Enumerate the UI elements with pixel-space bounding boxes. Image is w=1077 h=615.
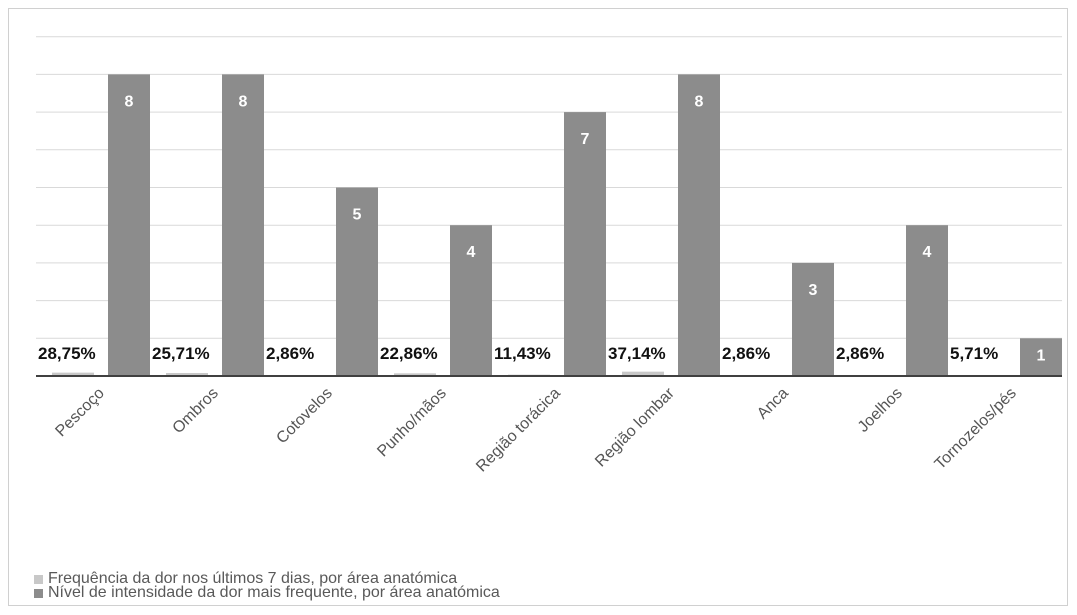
x-tick-label: Ombros xyxy=(170,385,222,437)
data-label-intensity: 4 xyxy=(923,244,932,261)
data-label-intensity: 3 xyxy=(809,282,818,299)
data-label-intensity: 8 xyxy=(695,93,704,110)
data-labels: 28,75% 8 25,71% 8 2,86% 5 22,86% 4 11,43% 7 37,14%… xyxy=(38,93,1046,364)
x-tick-labels: Pescoço Ombros Cotovelos Punho/mãos Região t… xyxy=(52,384,1019,475)
x-tick-label: Punho/mãos xyxy=(374,385,450,461)
data-label-frequency: 5,71% xyxy=(950,344,998,363)
bar-intensity xyxy=(678,74,720,377)
x-tick-label: Região lombar xyxy=(592,384,678,470)
gridlines xyxy=(36,36,1062,339)
data-label-frequency: 25,71% xyxy=(152,344,210,363)
data-label-intensity: 8 xyxy=(125,93,134,110)
bar-intensity xyxy=(336,187,378,376)
bar-intensity xyxy=(906,225,948,376)
bar-intensity xyxy=(792,262,834,376)
bar-frequency xyxy=(622,371,664,376)
data-label-frequency: 37,14% xyxy=(608,344,666,363)
bar-intensity xyxy=(108,74,150,377)
x-tick-label: Joelhos xyxy=(855,385,906,436)
bar-intensity xyxy=(450,225,492,376)
bar-intensity xyxy=(222,74,264,377)
data-label-intensity: 4 xyxy=(467,244,476,261)
bar-intensity xyxy=(1020,338,1062,376)
data-label-frequency: 2,86% xyxy=(266,344,314,363)
x-tick-label: Anca xyxy=(754,385,792,423)
x-tick-label: Região torácica xyxy=(473,385,564,476)
legend-swatch-intensity xyxy=(34,588,43,598)
chart-frame xyxy=(8,8,1068,606)
data-label-intensity: 1 xyxy=(1037,347,1046,364)
bar-frequency xyxy=(52,372,94,376)
legend-label-intensity: Nível de intensidade da dor mais frequen… xyxy=(48,584,500,601)
bars xyxy=(52,74,1062,377)
data-label-intensity: 8 xyxy=(239,93,248,110)
data-label-intensity: 7 xyxy=(581,131,590,148)
data-label-intensity: 5 xyxy=(353,207,362,224)
data-label-frequency: 28,75% xyxy=(38,344,96,363)
legend-item-intensity: Nível de intensidade da dor mais frequen… xyxy=(34,584,500,602)
legend-item-frequency: Frequência da dor nos últimos 7 dias, po… xyxy=(34,570,457,588)
bar-frequency xyxy=(166,372,208,376)
bar-frequency xyxy=(394,373,436,376)
legend-label-frequency: Frequência da dor nos últimos 7 dias, po… xyxy=(48,570,458,587)
x-tick-label: Pescoço xyxy=(52,385,107,440)
x-tick-label: Cotovelos xyxy=(273,385,335,447)
data-label-frequency: 22,86% xyxy=(380,344,438,363)
data-label-frequency: 2,86% xyxy=(836,344,884,363)
x-tick-label: Tornozelos/pés xyxy=(932,385,1020,473)
data-label-frequency: 2,86% xyxy=(722,344,770,363)
data-label-frequency: 11,43% xyxy=(494,344,551,363)
bar-intensity xyxy=(564,112,606,376)
legend-swatch-frequency xyxy=(34,574,43,584)
